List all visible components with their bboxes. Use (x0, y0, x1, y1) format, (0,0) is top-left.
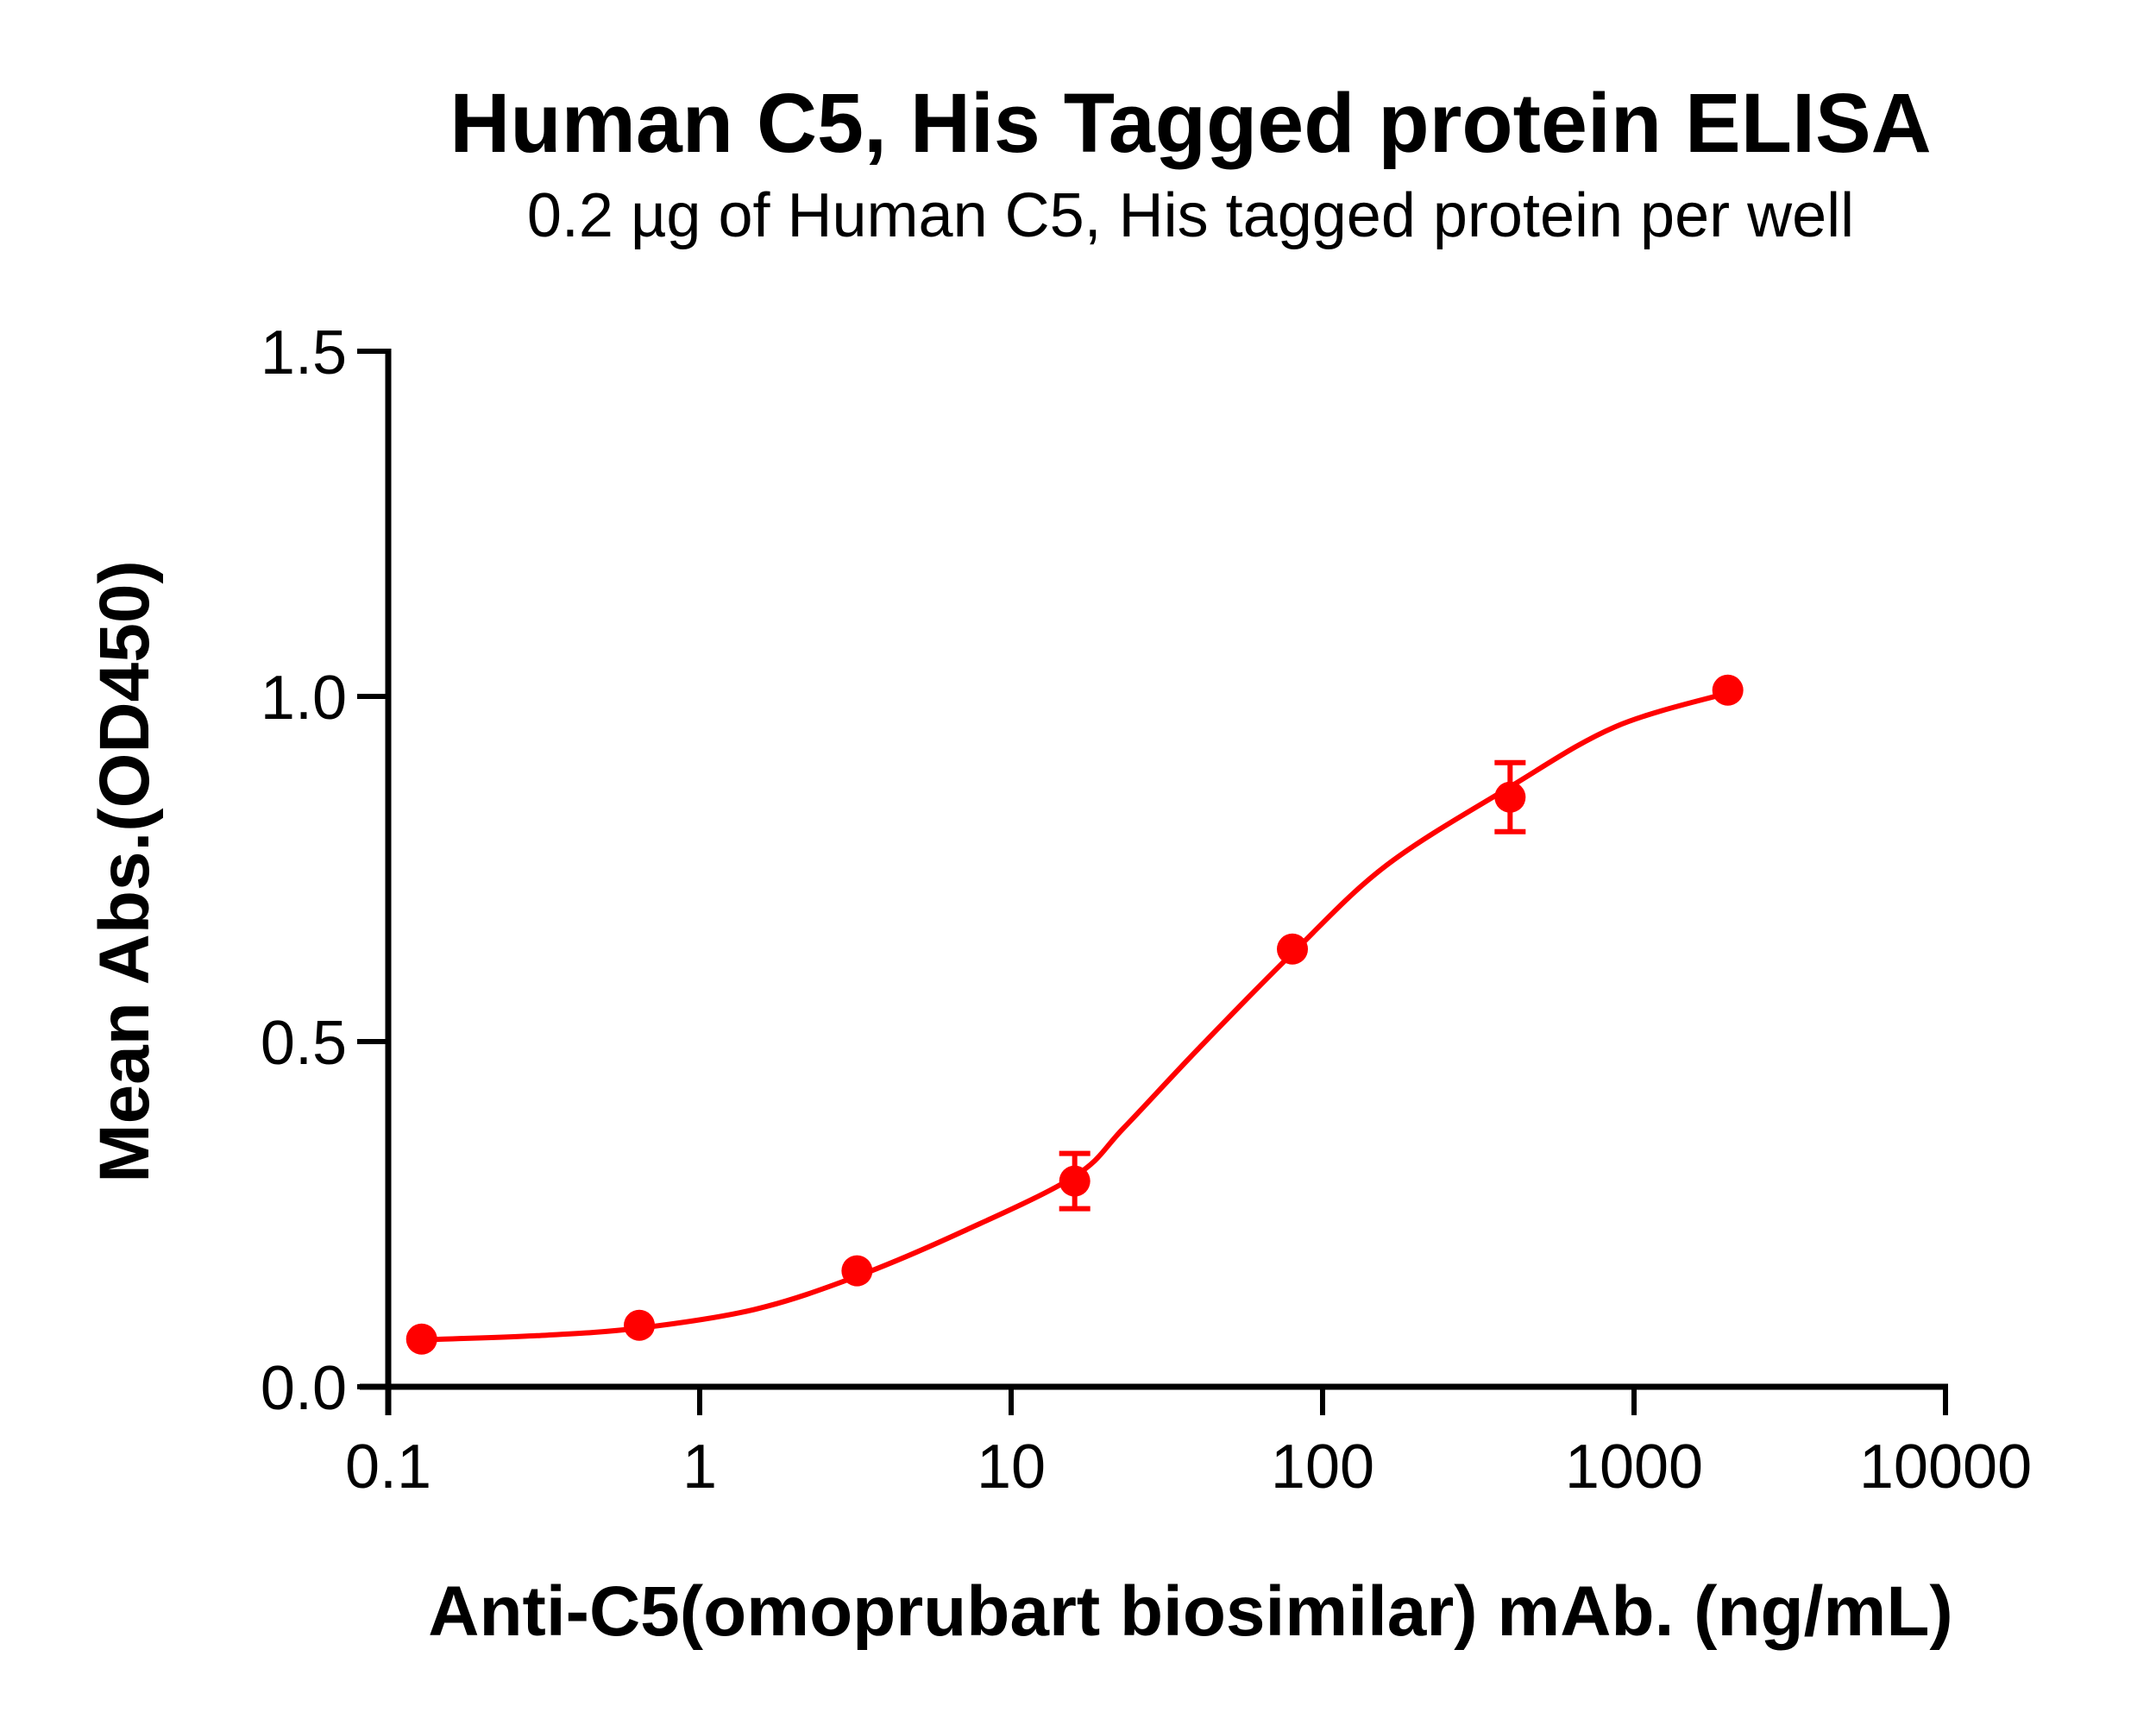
x-tick-label: 100 (1271, 1432, 1374, 1502)
x-tick-label: 10000 (1859, 1432, 2032, 1502)
data-point (1712, 674, 1744, 706)
fit-curve (418, 690, 1731, 1343)
data-point (1277, 933, 1309, 965)
x-tick-label: 1000 (1565, 1432, 1703, 1502)
data-point (405, 1323, 437, 1355)
x-tick-label: 0.1 (345, 1432, 431, 1502)
axes: 0.0 0.5 1.0 1.5 0.1 1 10 100 1000 10000 (261, 318, 2032, 1502)
x-tick-label: 1 (682, 1432, 717, 1502)
y-tick-label: 1.0 (261, 664, 347, 733)
data-point (841, 1255, 873, 1287)
chart-title: Human C5, His Tagged protein ELISA (449, 76, 1932, 170)
data-point (624, 1309, 656, 1341)
x-tick-label: 10 (977, 1432, 1046, 1502)
data-point (1494, 781, 1526, 813)
x-axis-label: Anti-C5(omoprubart biosimilar) mAb. (ng/… (428, 1572, 1953, 1651)
chart-subtitle: 0.2 µg of Human C5, His tagged protein p… (526, 181, 1855, 250)
data-points (405, 674, 1744, 1355)
data-point (1059, 1165, 1091, 1197)
y-tick-label: 0.0 (261, 1354, 347, 1423)
y-tick-label: 1.5 (261, 318, 347, 387)
fit-curve-path (418, 690, 1731, 1343)
y-tick-label: 0.5 (261, 1009, 347, 1078)
